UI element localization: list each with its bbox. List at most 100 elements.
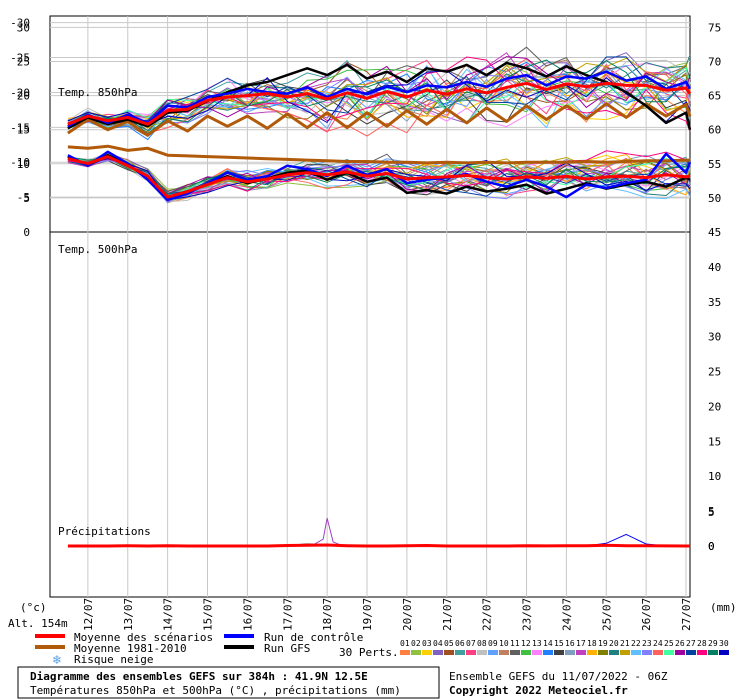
series-line-500-0 (67, 155, 691, 199)
perturbation-line-850 (67, 63, 691, 135)
legend-swatch-climate (35, 645, 65, 649)
pert-color-swatch (543, 650, 553, 655)
pert-number: 16 (565, 639, 575, 648)
footer-copyright: Copyright 2022 Meteociel.fr (449, 684, 628, 697)
series-line-850-1 (67, 102, 692, 137)
pert-color-swatch (609, 650, 619, 655)
pert-number: 10 (499, 639, 509, 648)
y-right-tick-label-850: 70 (708, 56, 721, 69)
legend-label-climate: Moyenne 1981-2010 (74, 642, 187, 655)
perturbation-line-850 (67, 59, 691, 135)
pert-number: 09 (488, 639, 498, 648)
precip-perturbation-spike (310, 517, 344, 547)
pert-number: 27 (686, 639, 696, 648)
x-tick-label: 18/07 (321, 598, 334, 631)
footer-subtitle: Températures 850hPa et 500hPa (°C) , pré… (30, 684, 401, 697)
legend-label-control: Run de contrôle (264, 631, 363, 644)
pert-color-swatch (686, 650, 696, 655)
pert-number: 24 (653, 639, 663, 648)
pert-number: 15 (554, 639, 564, 648)
pert-number: 13 (532, 639, 542, 648)
pert-number: 20 (609, 639, 619, 648)
plot-frame (49, 15, 691, 598)
pert-number: 03 (422, 639, 432, 648)
pert-color-swatch (675, 650, 685, 655)
perturbation-color-legend: 01 02 03 04 05 06 07 08 09 10 11 12 13 14 15 16 17 18 19 20… (400, 639, 729, 655)
pert-number: 02 (411, 639, 421, 648)
pert-color-swatch (719, 650, 729, 655)
pert-number: 28 (697, 639, 707, 648)
y-tick-label-500: -25 (10, 52, 30, 65)
series-line-850-2 (67, 70, 692, 128)
pert-color-swatch (653, 650, 663, 655)
altitude-label: Alt. 154m (8, 617, 68, 630)
pert-color-swatch (642, 650, 652, 655)
pert-number: 18 (587, 639, 597, 648)
pert-color-swatch (510, 650, 520, 655)
pert-number: 21 (620, 639, 630, 648)
series-line-500-1 (67, 144, 690, 165)
pert-number: 22 (631, 639, 641, 648)
y-right-tick-label-500: 15 (708, 435, 721, 448)
pert-number: 12 (521, 639, 531, 648)
legend-label-mean: Moyenne des scénarios (74, 631, 213, 644)
footer-run-info: Ensemble GEFS du 11/07/2022 - 06Z (449, 670, 668, 683)
unit-right-label: (mm) (710, 601, 737, 614)
pert-color-swatch (444, 650, 454, 655)
y-right-tick-label-500: 40 (708, 261, 721, 274)
y-tick-label-500: -20 (10, 86, 30, 99)
y-tick-label-850: 10 (17, 158, 30, 171)
pert-color-swatch (697, 650, 707, 655)
footer-title-box (17, 666, 440, 699)
pert-color-swatch (576, 650, 586, 655)
y-right-tick-label-500: 30 (708, 331, 721, 344)
panel-label-temp500: Temp. 500hPa (58, 243, 137, 256)
unit-left-label: (°c) (20, 601, 47, 614)
pert-color-swatch (400, 650, 410, 655)
pert-color-swatch (598, 650, 608, 655)
pert-color-swatch (499, 650, 509, 655)
x-tick-label: 19/07 (361, 598, 374, 631)
x-tick-label: 20/07 (401, 598, 414, 631)
x-tick-label: 22/07 (481, 598, 494, 631)
x-tick-label: 14/07 (162, 598, 175, 631)
pert-color-swatch (708, 650, 718, 655)
x-tick-label: 26/07 (640, 598, 653, 631)
y-right-tick-label-850: 75 (708, 21, 721, 34)
pert-color-swatch (488, 650, 498, 655)
y-tick-label-zero: 0 (23, 226, 30, 239)
y-right-tick-label-500: 35 (708, 296, 721, 309)
legend-label-snow: Risque neige (74, 653, 153, 666)
pert-number: 29 (708, 639, 718, 648)
pert-number: 14 (543, 639, 553, 648)
y-right-tick-label-850: 60 (708, 124, 721, 137)
pert-color-swatch (565, 650, 575, 655)
panel-label-precip: Précipitations (58, 525, 151, 538)
pert-number: 17 (576, 639, 586, 648)
pert-number: 30 (719, 639, 729, 648)
series-line-500-2 (67, 150, 692, 202)
y-tick-label-850: 15 (17, 124, 30, 137)
x-tick-label: 24/07 (560, 598, 573, 631)
legend-swatch-gfs (224, 645, 254, 649)
perturbation-line-850 (67, 59, 691, 124)
legend-label-gfs: Run GFS (264, 642, 310, 655)
legend-swatch-mean (35, 634, 65, 638)
pert-number: 08 (477, 639, 487, 648)
y-right-tick-label-850: 50 (708, 192, 721, 205)
legend: Moyenne des scénarios Moyenne 1981-2010 … (35, 631, 729, 667)
series-line-850-3 (67, 61, 692, 130)
y-right-tick-label-500: 25 (708, 366, 721, 379)
x-tick-label: 12/07 (82, 598, 95, 631)
pert-color-swatch (422, 650, 432, 655)
pert-color-swatch (631, 650, 641, 655)
y-tick-label-850: 25 (17, 56, 30, 69)
pert-number: 07 (466, 639, 476, 648)
pert-number: 06 (455, 639, 465, 648)
pert-color-swatch (554, 650, 564, 655)
pert-color-swatch (587, 650, 597, 655)
y-right-tick-label-500: 45 (708, 226, 721, 239)
x-tick-label: 13/07 (122, 598, 135, 631)
pert-number: 11 (510, 639, 520, 648)
snowflake-icon: ❄ (52, 653, 62, 667)
